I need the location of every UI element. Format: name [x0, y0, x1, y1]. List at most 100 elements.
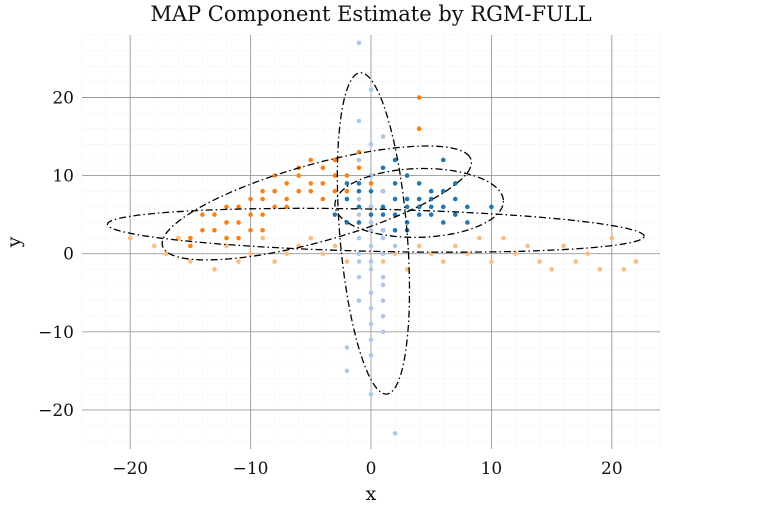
scatter-point [380, 313, 386, 319]
scatter-point [284, 204, 290, 210]
scatter-point [368, 352, 374, 358]
scatter-point [368, 87, 374, 92]
scatter-point [380, 204, 386, 210]
scatter-point [248, 251, 253, 257]
scatter-point [380, 329, 386, 335]
scatter-point [380, 134, 386, 139]
scatter-point [513, 251, 518, 257]
scatter-point [260, 188, 265, 194]
y-tick-label: 10 [52, 167, 74, 187]
scatter-point [200, 227, 205, 233]
x-tick-label: −20 [112, 459, 148, 479]
scatter-point [416, 212, 422, 217]
x-tick-label: −10 [233, 459, 269, 479]
scatter-point [380, 235, 386, 241]
scatter-point [368, 306, 374, 311]
scatter-point [284, 196, 290, 202]
scatter-point [236, 235, 241, 241]
scatter-point [332, 173, 338, 178]
scatter-point [585, 251, 591, 257]
scatter-point [356, 149, 362, 155]
scatter-point [537, 259, 542, 264]
scatter-point [392, 181, 398, 186]
scatter-point [368, 267, 374, 272]
scatter-point [597, 267, 603, 272]
scatter-point [356, 157, 362, 163]
scatter-point [440, 188, 446, 194]
scatter-point [308, 181, 314, 186]
y-tick-label: 20 [52, 88, 74, 108]
component-ellipse [106, 207, 645, 253]
scatter-point [356, 196, 362, 202]
scatter-point [368, 220, 374, 225]
scatter-point [428, 196, 434, 202]
scatter-point [489, 259, 494, 264]
scatter-point [248, 196, 253, 202]
scatter-point [380, 188, 386, 194]
scatter-point [380, 282, 386, 288]
component-ellipse [336, 72, 411, 395]
scatter-point [224, 204, 229, 210]
scatter-point [356, 204, 362, 210]
scatter-point [151, 243, 157, 249]
scatter-point [344, 368, 350, 374]
scatter-point [428, 212, 434, 217]
scatter-point [368, 227, 374, 233]
scatter-point [296, 188, 302, 194]
scatter-point [344, 196, 350, 202]
scatter-point [368, 392, 374, 397]
scatter-point [284, 251, 290, 257]
scatter-point [356, 235, 362, 241]
scatter-point [404, 204, 410, 210]
scatter-point [416, 181, 422, 186]
scatter-point [308, 235, 314, 241]
scatter-point [416, 95, 422, 100]
scatter-point [452, 212, 458, 217]
scatter-point [356, 220, 362, 225]
scatter-point [440, 259, 446, 264]
scatter-point [188, 243, 193, 249]
scatter-point [356, 259, 362, 264]
scatter-point [356, 165, 362, 171]
scatter-point [452, 243, 458, 249]
scatter-point [380, 165, 386, 171]
scatter-point [356, 212, 362, 217]
scatter-point [440, 204, 446, 210]
scatter-point [465, 204, 470, 210]
scatter-point [621, 267, 627, 272]
scatter-point [344, 181, 350, 186]
scatter-point [212, 212, 217, 217]
scatter-point [428, 188, 434, 194]
scatter-point [320, 165, 326, 171]
scatter-point [248, 212, 253, 217]
scatter-point [272, 259, 277, 264]
scatter-point [332, 243, 338, 249]
scatter-point [296, 173, 302, 178]
scatter-point [368, 290, 374, 296]
series-component-3 [344, 40, 398, 436]
scatter-point [284, 181, 290, 186]
scatter-point [404, 267, 410, 272]
scatter-point [248, 227, 253, 233]
scatter-point [236, 220, 241, 225]
y-ticks: −20 −10 0 10 20 [38, 88, 74, 420]
scatter-point [440, 157, 446, 163]
scatter-point [188, 259, 193, 264]
x-ticks: −20 −10 0 10 20 [112, 459, 622, 479]
scatter-point [392, 227, 398, 233]
scatter-point [368, 212, 374, 217]
scatter-point [525, 243, 530, 249]
scatter-point [344, 188, 350, 194]
y-axis-label: y [3, 236, 25, 248]
scatter-point [356, 188, 362, 194]
scatter-point [380, 227, 386, 233]
scatter-point [272, 204, 277, 210]
y-tick-label: 0 [63, 245, 74, 265]
scatter-point [416, 243, 422, 249]
scatter-point [356, 274, 362, 280]
scatter-point [368, 321, 374, 327]
scatter-point [561, 243, 566, 249]
component-ellipse [334, 167, 505, 239]
scatter-point [176, 235, 181, 241]
plot-area [81, 34, 661, 449]
